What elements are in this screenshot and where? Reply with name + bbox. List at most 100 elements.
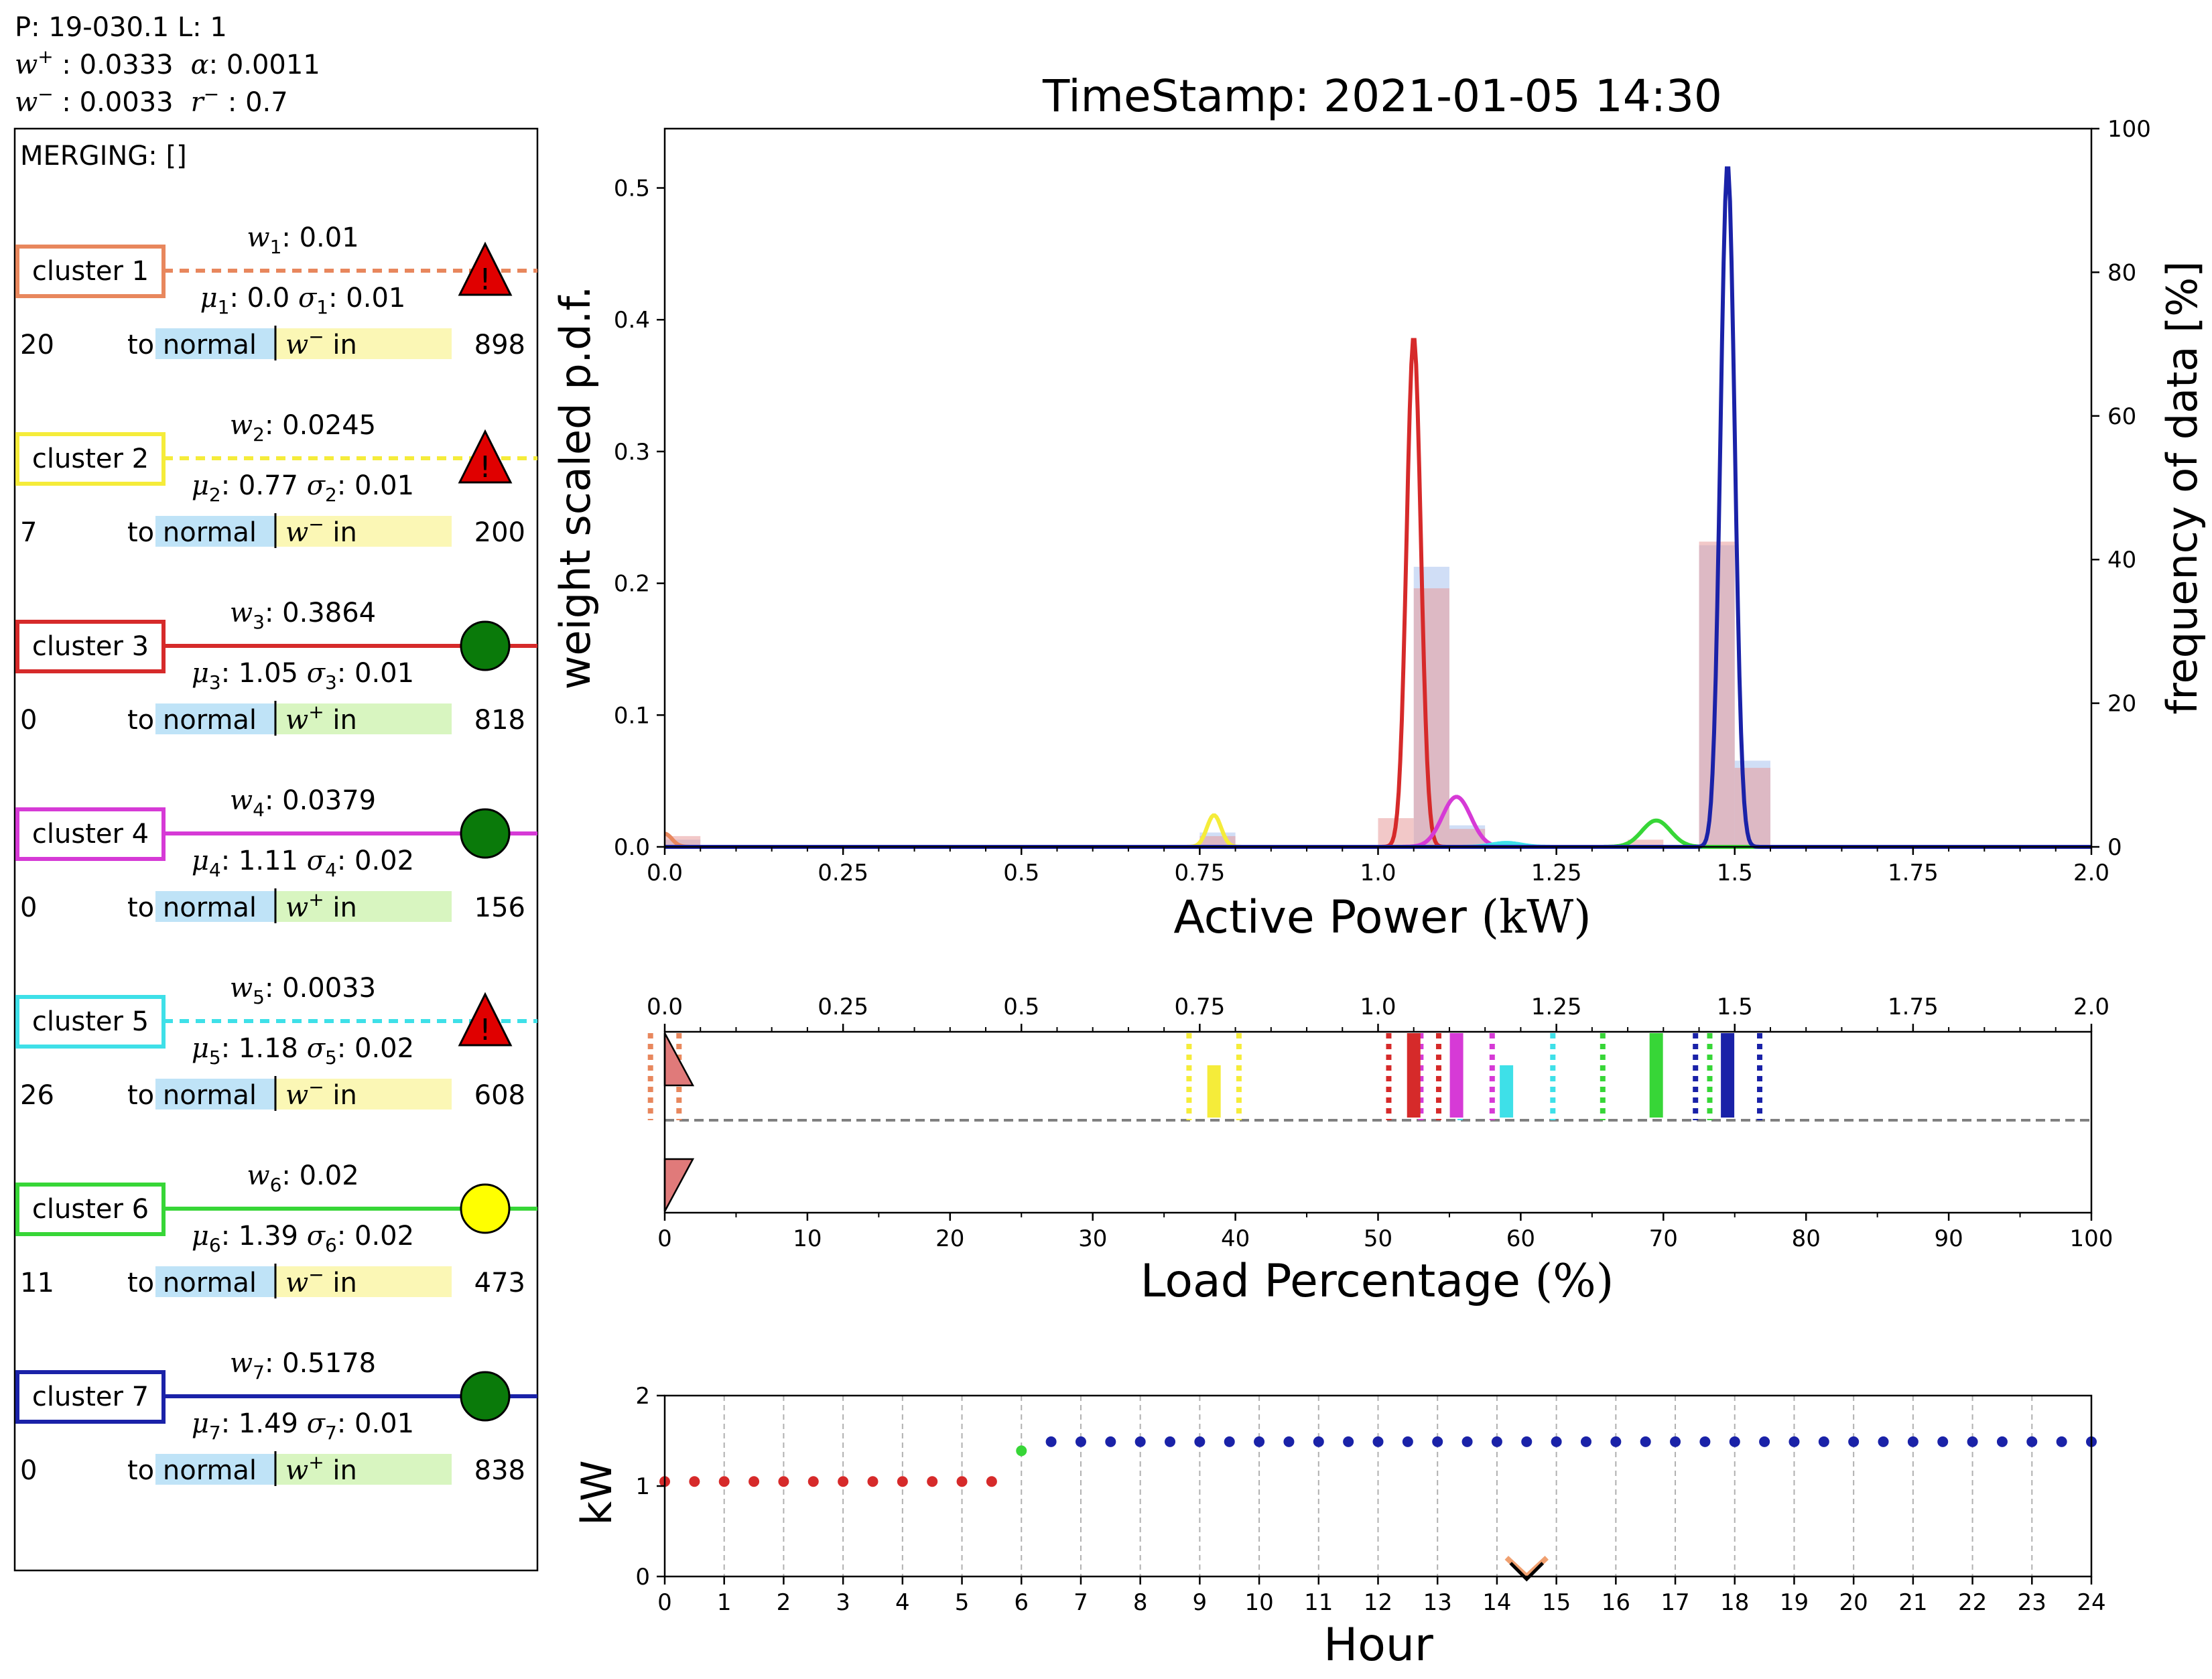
tag-sign: + bbox=[308, 701, 324, 723]
x-tick-label: 50 bbox=[1364, 1225, 1392, 1252]
hour-point bbox=[1045, 1436, 1057, 1447]
top-tick-label: 2.0 bbox=[2073, 994, 2109, 1020]
x-tick-label: 2 bbox=[777, 1589, 791, 1616]
to-normal-highlight bbox=[155, 516, 275, 547]
header: P: 19-030.1 L: 1 w+ : 0.0333 α: 0.0011 w−… bbox=[15, 12, 320, 118]
hour-point bbox=[1224, 1436, 1235, 1447]
cluster-params: μ2: 0.77 σ2: 0.01 bbox=[192, 470, 414, 506]
cluster-weight-value: : 0.0379 bbox=[265, 785, 376, 816]
y-tick-label: 0.3 bbox=[614, 439, 650, 466]
cluster-weight-symbol: w bbox=[230, 785, 253, 816]
y-tick-label: 0.4 bbox=[614, 307, 650, 334]
x-tick-label: 70 bbox=[1649, 1225, 1678, 1252]
cluster-count-right: 838 bbox=[474, 1455, 525, 1486]
cluster-sigma-value: : 0.01 bbox=[337, 658, 414, 689]
pdf-x-ticks: 0.0 0.25 0.5 0.75 1.0 1.25 1.5 1.75 2.0 bbox=[647, 847, 2109, 886]
hour-point bbox=[1907, 1436, 1918, 1447]
hour-point bbox=[1283, 1436, 1295, 1447]
tag-label: w− in bbox=[285, 326, 357, 360]
x-tick-label: 16 bbox=[1602, 1589, 1630, 1616]
x-tick-label: 30 bbox=[1078, 1225, 1107, 1252]
tag-label: w+ in bbox=[285, 701, 357, 736]
x-tick-label: 60 bbox=[1506, 1225, 1535, 1252]
hour-point bbox=[1551, 1436, 1562, 1447]
hour-point bbox=[1729, 1436, 1740, 1447]
header-alpha: 0.0011 bbox=[226, 50, 320, 80]
x-tick-label: 10 bbox=[793, 1225, 822, 1252]
cluster-count-right: 473 bbox=[474, 1268, 525, 1298]
cluster-params: μ4: 1.11 σ4: 0.02 bbox=[192, 846, 414, 881]
cluster-mu-symbol: μ bbox=[192, 1221, 209, 1252]
to-normal-label: to normal bbox=[127, 330, 257, 360]
tag-in: in bbox=[324, 892, 357, 923]
x-tick-label: 0.0 bbox=[647, 860, 683, 886]
hour-point bbox=[1194, 1436, 1206, 1447]
tag-in: in bbox=[324, 1080, 357, 1111]
x-tick-label: 21 bbox=[1898, 1589, 1927, 1616]
cluster-label: cluster 7 bbox=[32, 1382, 149, 1412]
green-status-icon bbox=[460, 1371, 511, 1422]
hour-y-ticks: 0 1 2 bbox=[635, 1383, 665, 1591]
top-tick-label: 0.0 bbox=[647, 994, 683, 1020]
cluster-sigma-index: 1 bbox=[316, 296, 328, 318]
cluster-mu-index: 7 bbox=[209, 1422, 221, 1444]
header-r-minus: 0.7 bbox=[245, 87, 288, 118]
to-normal-label: to normal bbox=[127, 1080, 257, 1111]
x-tick-label: 5 bbox=[955, 1589, 970, 1616]
cluster-weight-value: : 0.02 bbox=[281, 1160, 359, 1191]
cluster-weight-symbol: w bbox=[230, 1348, 253, 1379]
cluster-sigma-value: : 0.02 bbox=[337, 1221, 414, 1252]
x-tick-label: 1.0 bbox=[1360, 860, 1396, 886]
cluster-weight-index: 7 bbox=[253, 1361, 265, 1384]
x-tick-label: 0.25 bbox=[818, 860, 868, 886]
cluster-count-right: 818 bbox=[474, 705, 525, 736]
merging-label: MERGING: [] bbox=[20, 141, 187, 172]
hour-point bbox=[897, 1476, 908, 1487]
hour-point bbox=[749, 1476, 760, 1487]
tag-sign: − bbox=[308, 513, 324, 535]
hour-point bbox=[1699, 1436, 1711, 1447]
hour-point bbox=[1759, 1436, 1770, 1447]
cluster-mu-symbol: μ bbox=[192, 846, 209, 876]
x-tick-label: 0.75 bbox=[1175, 860, 1226, 886]
to-normal-highlight bbox=[155, 891, 275, 922]
to-normal-highlight bbox=[155, 703, 275, 734]
x-tick-label: 0.5 bbox=[1003, 860, 1039, 886]
cluster-weight: w3: 0.3864 bbox=[230, 598, 376, 633]
tag-in: in bbox=[324, 330, 357, 360]
hour-point bbox=[1670, 1436, 1681, 1447]
top-tick-label: 0.75 bbox=[1175, 994, 1226, 1020]
to-normal-label: to normal bbox=[127, 517, 257, 548]
warning-icon-glyph: ! bbox=[479, 1013, 491, 1047]
tag-symbol: w bbox=[285, 892, 308, 923]
cluster-mu-value: : 1.18 bbox=[221, 1033, 307, 1064]
tag-symbol: w bbox=[285, 1455, 308, 1486]
pdf-chart-frame bbox=[663, 127, 2093, 848]
hour-point bbox=[986, 1476, 997, 1487]
tag-highlight bbox=[276, 516, 452, 547]
cluster-weight-symbol: w bbox=[247, 222, 269, 253]
cluster-count-left: 11 bbox=[20, 1268, 54, 1298]
hour-point bbox=[1491, 1436, 1502, 1447]
pdf-y-axis-label: weight scaled p.d.f. bbox=[551, 286, 600, 690]
hour-grid bbox=[664, 1396, 2092, 1576]
hour-point bbox=[689, 1476, 700, 1487]
load-x-ticks: 0 10 20 30 40 50 60 70 80 90 100 bbox=[657, 1213, 2113, 1252]
hour-point bbox=[956, 1476, 968, 1487]
hour-point bbox=[2056, 1436, 2067, 1447]
cluster-mu-index: 3 bbox=[209, 671, 221, 693]
x-tick-label: 90 bbox=[1934, 1225, 1963, 1252]
cluster-mu-index: 2 bbox=[209, 484, 221, 506]
cluster-sigma-value: : 0.02 bbox=[337, 1033, 414, 1064]
cluster-count-left: 0 bbox=[20, 1455, 37, 1486]
to-normal-highlight bbox=[155, 1079, 275, 1110]
cluster-label: cluster 2 bbox=[32, 444, 149, 474]
cluster-weight-index: 2 bbox=[253, 423, 265, 446]
x-tick-label: 19 bbox=[1780, 1589, 1809, 1616]
cluster-weight-value: : 0.0245 bbox=[265, 410, 376, 441]
to-normal-label: to normal bbox=[127, 705, 257, 736]
cluster-mu-value: : 0.0 bbox=[229, 283, 298, 314]
load-markers bbox=[647, 1032, 2091, 1212]
tag-sign: − bbox=[308, 1076, 324, 1098]
